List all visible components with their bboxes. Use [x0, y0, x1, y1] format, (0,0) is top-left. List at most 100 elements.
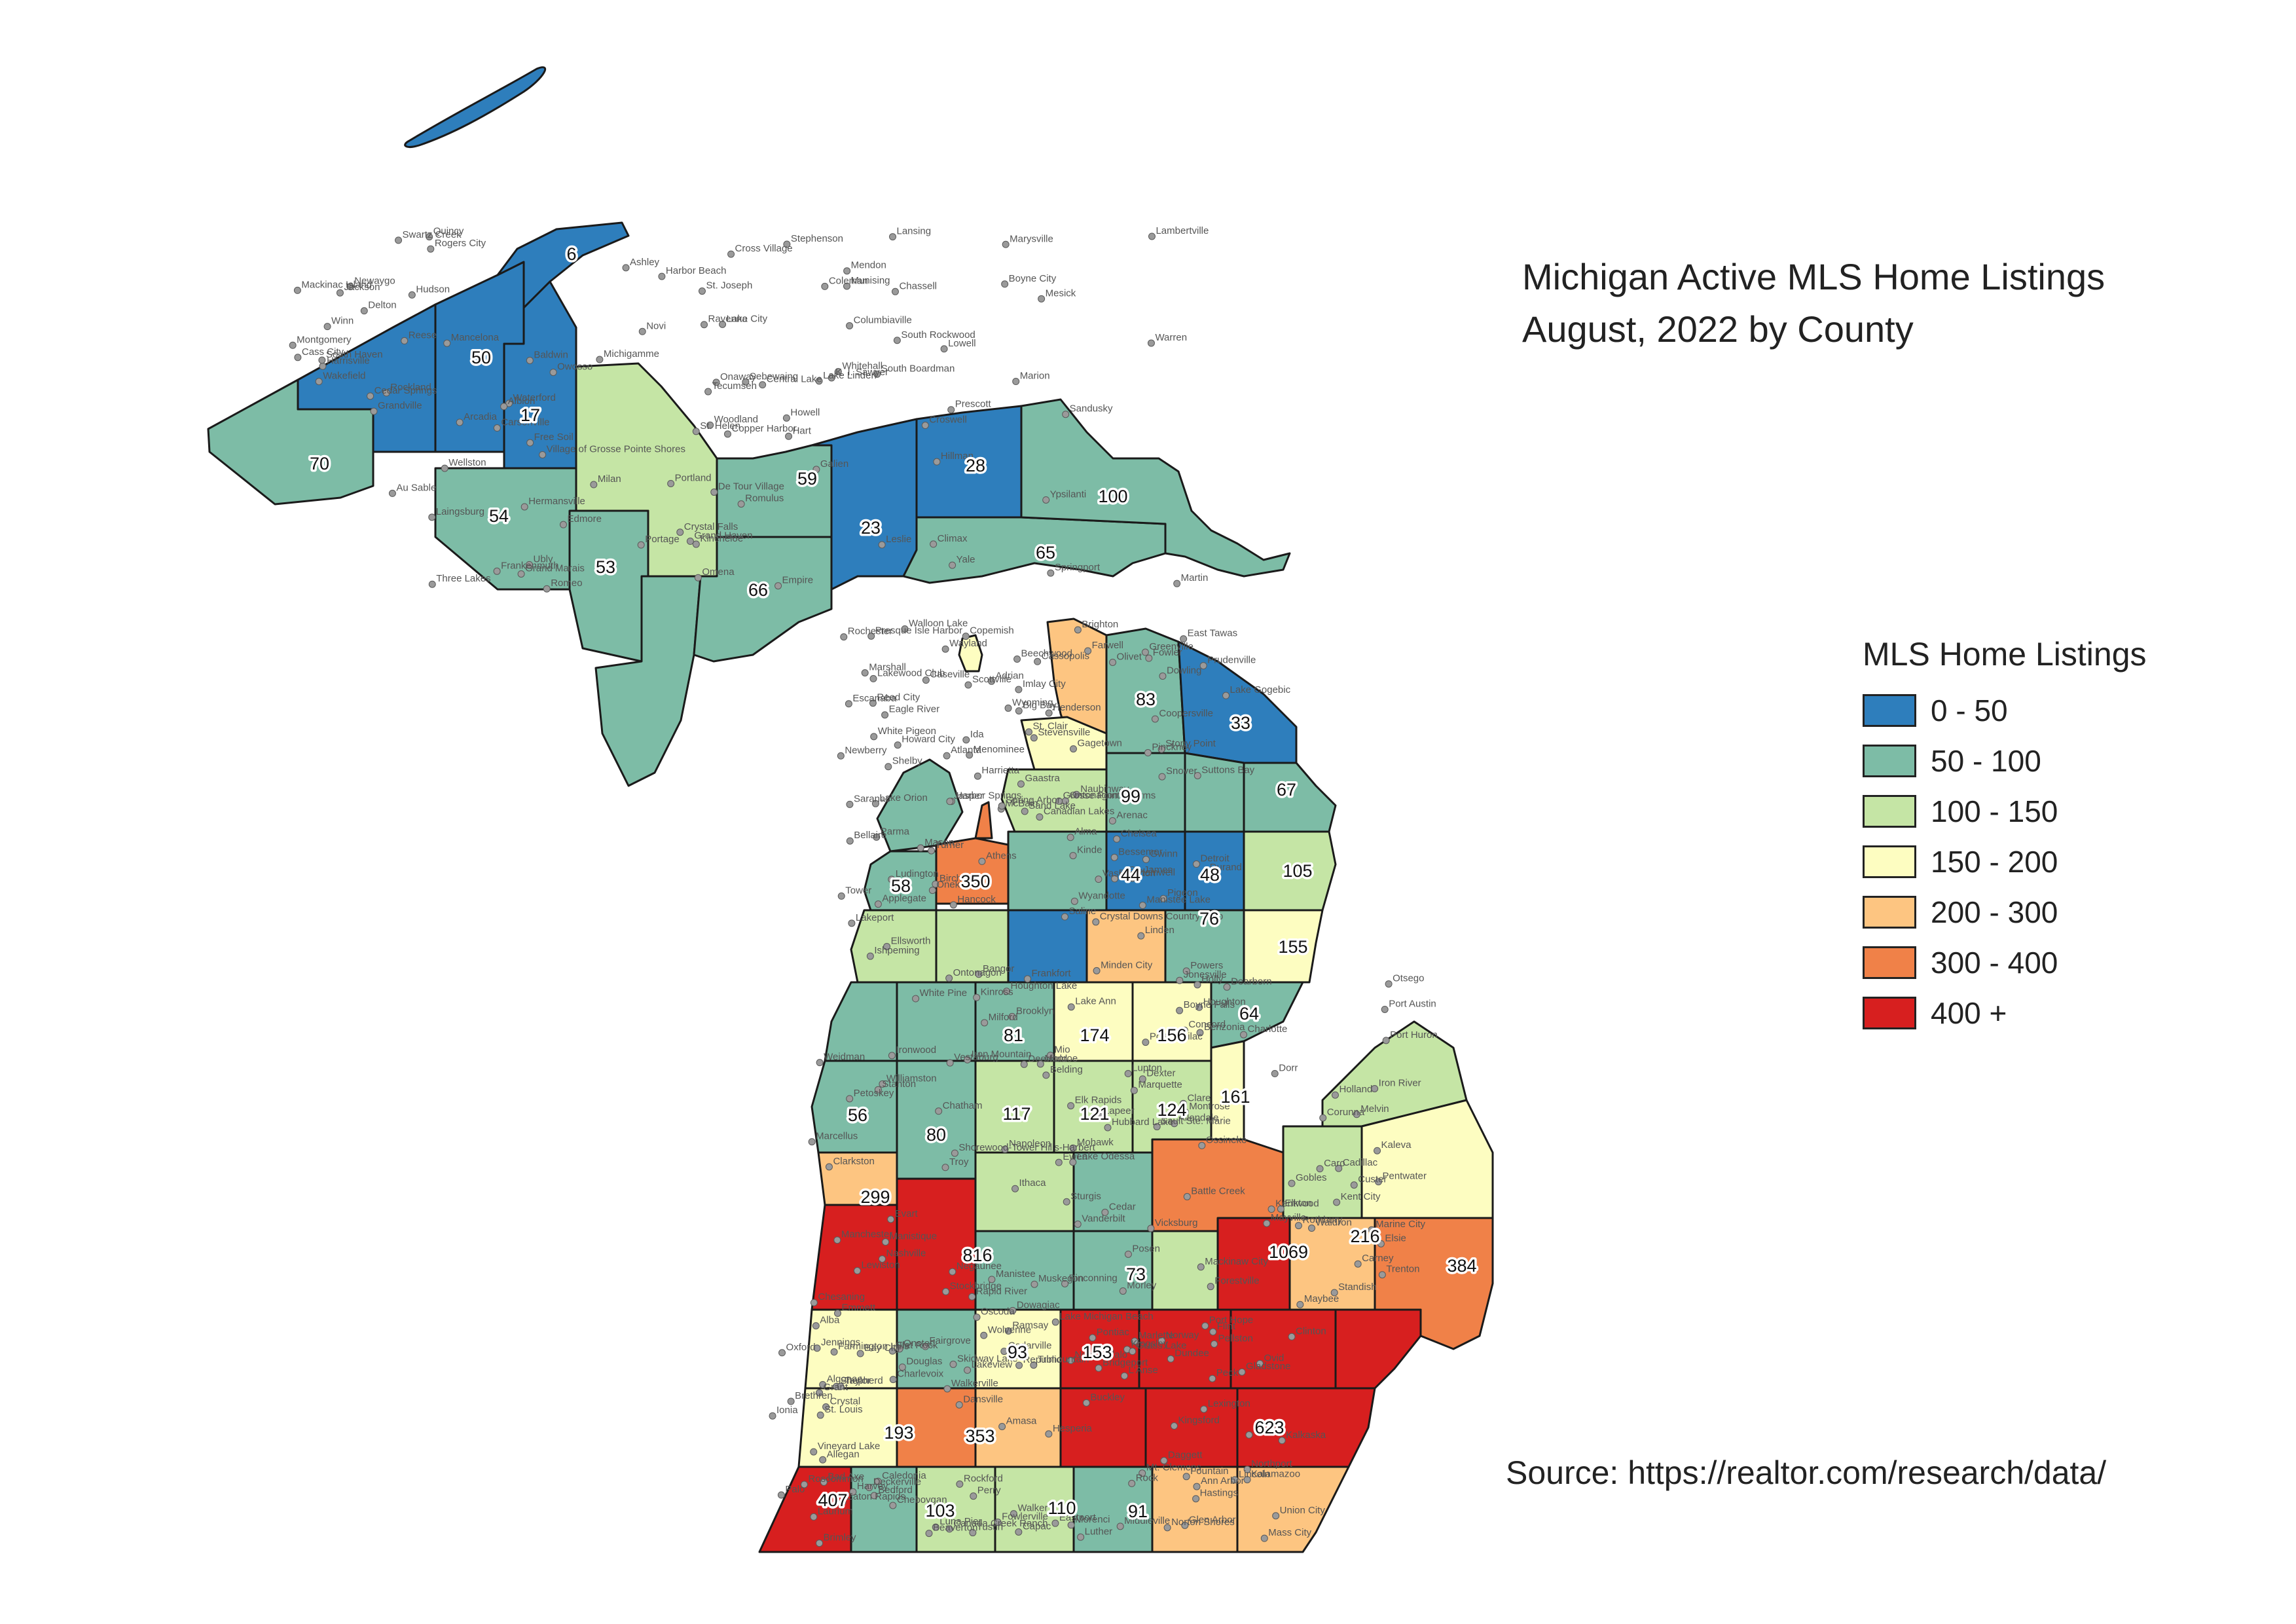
- place-dot: [319, 362, 327, 370]
- county-emmet: [1046, 618, 1108, 735]
- county-value-label: 17: [520, 405, 540, 425]
- place-dot: [1260, 1534, 1268, 1542]
- place-label: Cass City: [302, 346, 344, 358]
- place-label: Oscoda: [981, 1306, 1015, 1317]
- place-dot: [1335, 1164, 1343, 1172]
- place-dot: [1010, 1510, 1017, 1518]
- place-dot: [1067, 1102, 1075, 1110]
- place-dot: [887, 1215, 895, 1223]
- place-label: Swartz Creek: [403, 229, 462, 240]
- place-label: Baldwin: [534, 349, 568, 360]
- place-dot: [881, 711, 889, 719]
- place-label: St. Louis: [824, 1404, 862, 1415]
- place-label: Michigamme: [604, 348, 659, 360]
- place-dot: [1015, 686, 1023, 693]
- place-dot: [426, 233, 433, 241]
- place-dot: [973, 993, 981, 1001]
- place-label: Stevensville: [1038, 727, 1090, 738]
- place-dot: [706, 421, 714, 429]
- place-label: Luna Pier: [939, 1516, 981, 1527]
- place-label: Farmington Hills: [838, 1341, 909, 1352]
- place-dot: [667, 479, 675, 487]
- place-label: Ishpeming: [874, 945, 919, 956]
- place-label: Lakewood Club: [877, 667, 945, 678]
- place-dot: [676, 528, 684, 536]
- county-value-label: 58: [891, 876, 911, 896]
- place-label: K. I. Sawyer: [835, 367, 888, 378]
- place-dot: [889, 1376, 897, 1384]
- place-label: Ionia: [776, 1405, 798, 1416]
- place-dot: [441, 464, 448, 472]
- place-dot: [843, 267, 851, 275]
- place-dot: [800, 1481, 808, 1488]
- place-dot: [1196, 1029, 1204, 1037]
- place-dot: [837, 892, 845, 900]
- place-dot: [719, 320, 727, 328]
- place-label: Marquette: [1138, 1079, 1182, 1090]
- place-dot: [318, 356, 326, 364]
- place-label: Ovid: [1264, 1352, 1284, 1363]
- place-dot: [1104, 1124, 1112, 1132]
- place-label: Reed City: [877, 692, 920, 703]
- place-dot: [1194, 981, 1201, 989]
- place-label: Hastings: [1200, 1488, 1238, 1499]
- place-dot: [1025, 728, 1033, 736]
- county-value-label: 6: [566, 244, 576, 264]
- place-dot: [559, 521, 567, 528]
- place-dot: [698, 287, 706, 295]
- place-dot: [1180, 1026, 1188, 1034]
- place-label: Harrietta: [981, 765, 1019, 776]
- place-label: Laingsburg: [436, 506, 484, 517]
- place-label: Battle Creek: [1191, 1185, 1245, 1196]
- place-label: St. Helen: [700, 420, 740, 432]
- place-dot: [1004, 1327, 1012, 1335]
- place-dot: [819, 1380, 827, 1388]
- place-dot: [871, 800, 879, 807]
- place-label: Belding: [1050, 1064, 1083, 1075]
- place-label: Lowell: [948, 338, 976, 349]
- place-label: Harrisville: [327, 355, 370, 366]
- place-label: Stony Point: [1165, 738, 1216, 749]
- county-value-label: 66: [748, 580, 768, 600]
- place-dot: [1120, 1372, 1128, 1380]
- place-dot: [723, 430, 731, 438]
- place-dot: [1070, 745, 1078, 753]
- county-value-label: 91: [1128, 1502, 1148, 1521]
- place-label: Pellston: [1218, 1333, 1253, 1344]
- place-label: Otsego: [1393, 973, 1424, 984]
- place-dot: [1167, 1355, 1175, 1363]
- place-dot: [942, 1287, 950, 1295]
- place-dot: [1378, 1271, 1386, 1279]
- place-label: Lake Orion: [879, 792, 927, 803]
- place-dot: [1243, 1476, 1251, 1484]
- place-dot: [712, 378, 720, 386]
- place-dot: [493, 567, 501, 575]
- place-dot: [878, 541, 886, 549]
- place-label: Marysville: [1010, 233, 1053, 244]
- place-label: Custer: [1358, 1174, 1387, 1185]
- legend-item: 200 - 300: [1863, 887, 2147, 937]
- place-dot: [949, 561, 957, 569]
- place-label: Barryton: [1119, 868, 1156, 879]
- place-label: Copper Harbor: [731, 423, 796, 434]
- place-label: Canadian Lakes: [1044, 806, 1114, 817]
- county-leelanau: [876, 758, 964, 853]
- place-dot: [810, 1513, 818, 1521]
- place-dot: [777, 1491, 785, 1499]
- place-label: Hubbard Lake: [1112, 1116, 1173, 1128]
- place-label: Manchester: [841, 1229, 892, 1240]
- place-label: Grandville: [378, 400, 422, 411]
- place-label: Hancock: [957, 894, 996, 905]
- county-value-label: 99: [1121, 786, 1140, 806]
- county-value-label: 28: [966, 456, 985, 475]
- place-dot: [1030, 1361, 1038, 1369]
- place-label: Escanaba: [852, 693, 896, 704]
- place-label: Kaleva: [1381, 1139, 1412, 1151]
- place-label: Plainwell: [1137, 867, 1175, 878]
- place-label: Rogers City: [435, 238, 486, 249]
- place-dot: [964, 1366, 972, 1374]
- place-label: Port Sanilac: [1150, 1031, 1203, 1043]
- place-label: Newaygo: [354, 276, 395, 287]
- county-value-label: 81: [1004, 1025, 1023, 1045]
- county-value-label: 216: [1350, 1227, 1379, 1246]
